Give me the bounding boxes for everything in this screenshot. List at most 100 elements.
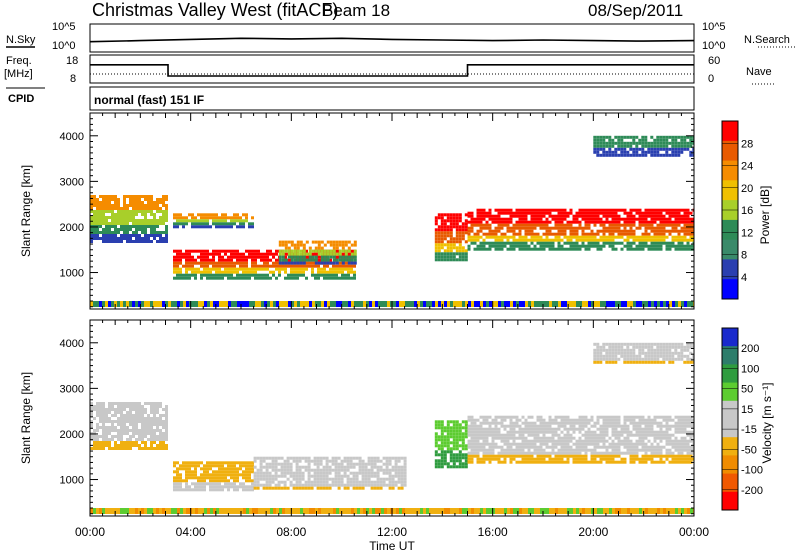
heatmap-cell <box>138 210 141 213</box>
heatmap-cell <box>515 436 519 440</box>
heatmap-cell <box>141 447 144 450</box>
heatmap-cell <box>281 249 285 253</box>
heatmap-cell <box>212 276 215 280</box>
heatmap-cell <box>488 424 492 428</box>
heatmap-cell <box>323 252 327 256</box>
heatmap-cell <box>284 258 288 262</box>
heatmap-cell <box>689 135 693 139</box>
heatmap-cell <box>656 454 660 458</box>
heatmap-cell <box>295 471 299 475</box>
heatmap-cell <box>147 210 150 213</box>
heatmap-cell <box>324 301 327 307</box>
heatmap-cell <box>108 234 111 237</box>
heatmap-cell <box>319 483 323 487</box>
heatmap-cell <box>530 454 534 458</box>
heatmap-cell <box>530 241 534 245</box>
heatmap-cell <box>253 486 257 490</box>
heatmap-cell <box>575 247 579 251</box>
heatmap-cell <box>105 429 108 432</box>
heatmap-cell <box>456 301 459 307</box>
heatmap-cell <box>99 411 102 414</box>
heatmap-cell <box>560 430 564 434</box>
heatmap-cell <box>322 465 326 469</box>
heatmap-cell <box>512 211 516 215</box>
heatmap-cell <box>653 247 657 251</box>
heatmap-cell <box>286 471 290 475</box>
heatmap-cell <box>248 485 251 489</box>
heatmap-cell <box>665 208 669 212</box>
heatmap-cell <box>120 417 123 420</box>
heatmap-cell <box>283 459 287 463</box>
heatmap-cell <box>350 264 353 268</box>
heatmap-cell <box>212 222 215 226</box>
heatmap-cell <box>549 301 552 307</box>
heatmap-cell <box>458 246 462 250</box>
heatmap-cell <box>434 258 438 262</box>
heatmap-cell <box>275 267 278 271</box>
heatmap-cell <box>138 402 141 405</box>
heatmap-cell <box>96 201 99 204</box>
heatmap-cell <box>575 232 579 236</box>
heatmap-cell <box>584 211 588 215</box>
heatmap-cell <box>635 357 639 361</box>
heatmap-cell <box>206 267 209 271</box>
heatmap-cell <box>674 436 678 440</box>
heatmap-cell <box>186 301 189 307</box>
heatmap-cell <box>233 255 236 259</box>
heatmap-cell <box>90 420 93 423</box>
heatmap-cell <box>185 470 188 474</box>
heatmap-cell <box>638 354 642 358</box>
heatmap-cell <box>352 471 356 475</box>
heatmap-cell <box>99 237 102 240</box>
heatmap-cell <box>497 235 501 239</box>
heatmap-cell <box>458 234 462 238</box>
heatmap-cell <box>334 456 338 460</box>
heatmap-cell <box>227 225 230 229</box>
heatmap-cell <box>629 232 633 236</box>
heatmap-cell <box>680 141 684 145</box>
heatmap-cell <box>449 450 453 454</box>
heatmap-cell <box>218 225 221 229</box>
heatmap-cell <box>587 433 591 437</box>
heatmap-cell <box>536 232 540 236</box>
heatmap-cell <box>623 451 627 455</box>
heatmap-cell <box>575 451 579 455</box>
heatmap-cell <box>527 451 531 455</box>
heatmap-cell <box>684 301 687 307</box>
heatmap-cell <box>317 240 321 244</box>
heatmap-cell <box>617 217 621 221</box>
heatmap-cell <box>261 301 264 307</box>
heatmap-cell <box>524 439 528 443</box>
heatmap-cell <box>239 264 242 268</box>
heatmap-cell <box>494 244 498 248</box>
heatmap-cell <box>674 421 678 425</box>
heatmap-cell <box>326 276 329 280</box>
heatmap-cell <box>629 418 633 422</box>
heatmap-cell <box>560 229 564 233</box>
heatmap-cell <box>156 417 159 420</box>
heatmap-cell <box>521 439 525 443</box>
heatmap-cell <box>497 211 501 215</box>
heatmap-cell <box>467 451 471 455</box>
heatmap-cell <box>236 467 239 471</box>
heatmap-cell <box>440 243 444 247</box>
heatmap-cell <box>245 264 248 268</box>
heatmap-cell <box>203 482 206 486</box>
heatmap-cell <box>117 405 120 408</box>
heatmap-cell <box>677 451 681 455</box>
heatmap-cell <box>534 301 537 307</box>
heatmap-cell <box>638 153 642 157</box>
nave-tick-top: 60 <box>708 55 720 67</box>
heatmap-cell <box>437 246 441 250</box>
heatmap-cell <box>212 261 215 265</box>
heatmap-cell <box>111 426 114 429</box>
heatmap-cell <box>271 477 275 481</box>
heatmap-cell <box>623 457 627 461</box>
heatmap-cell <box>96 216 99 219</box>
heatmap-cell <box>206 261 209 265</box>
heatmap-cell <box>350 276 353 280</box>
heatmap-cell <box>605 226 609 230</box>
heatmap-cell <box>102 429 105 432</box>
heatmap-cell <box>464 426 468 430</box>
heatmap-cell <box>629 457 633 461</box>
